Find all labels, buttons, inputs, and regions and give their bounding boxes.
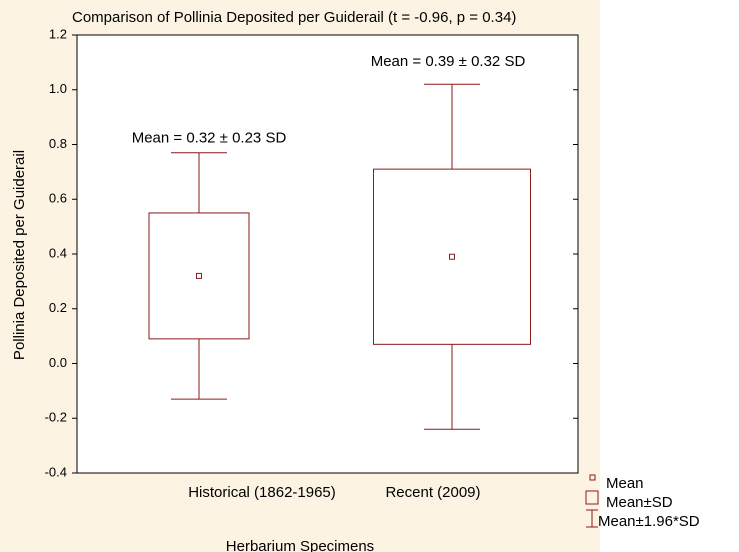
- legend-label: Mean±SD: [606, 494, 673, 511]
- mean-marker: [196, 272, 202, 279]
- y-tick-label: -0.2: [45, 410, 67, 425]
- y-axis-label: Pollinia Deposited per Guiderail: [11, 150, 28, 360]
- x-axis-label: Herbarium Specimens: [226, 538, 374, 552]
- y-tick-label: 0.0: [49, 355, 67, 370]
- y-tick-label: -0.4: [45, 464, 67, 479]
- legend-label: Mean: [606, 475, 644, 492]
- legend-mean-icon: [589, 474, 596, 481]
- mean-marker: [449, 253, 455, 260]
- y-tick-label: 0.2: [49, 300, 67, 315]
- box: [373, 168, 531, 345]
- y-tick-label: 1.2: [49, 26, 67, 41]
- box: [148, 212, 250, 340]
- plot-area: [76, 34, 579, 474]
- y-tick-label: 1.0: [49, 81, 67, 96]
- x-tick-label: Recent (2009): [385, 484, 480, 501]
- chart-title: Comparison of Pollinia Deposited per Gui…: [72, 9, 516, 26]
- y-tick-label: 0.8: [49, 136, 67, 151]
- annotation: Mean = 0.39 ± 0.32 SD: [371, 53, 526, 70]
- legend-sd-icon: [585, 490, 599, 505]
- legend-label: Mean±1.96*SD: [598, 513, 700, 530]
- annotation: Mean = 0.32 ± 0.23 SD: [132, 130, 287, 147]
- y-tick-label: 0.4: [49, 245, 67, 260]
- x-tick-label: Historical (1862-1965): [188, 484, 336, 501]
- y-tick-label: 0.6: [49, 191, 67, 206]
